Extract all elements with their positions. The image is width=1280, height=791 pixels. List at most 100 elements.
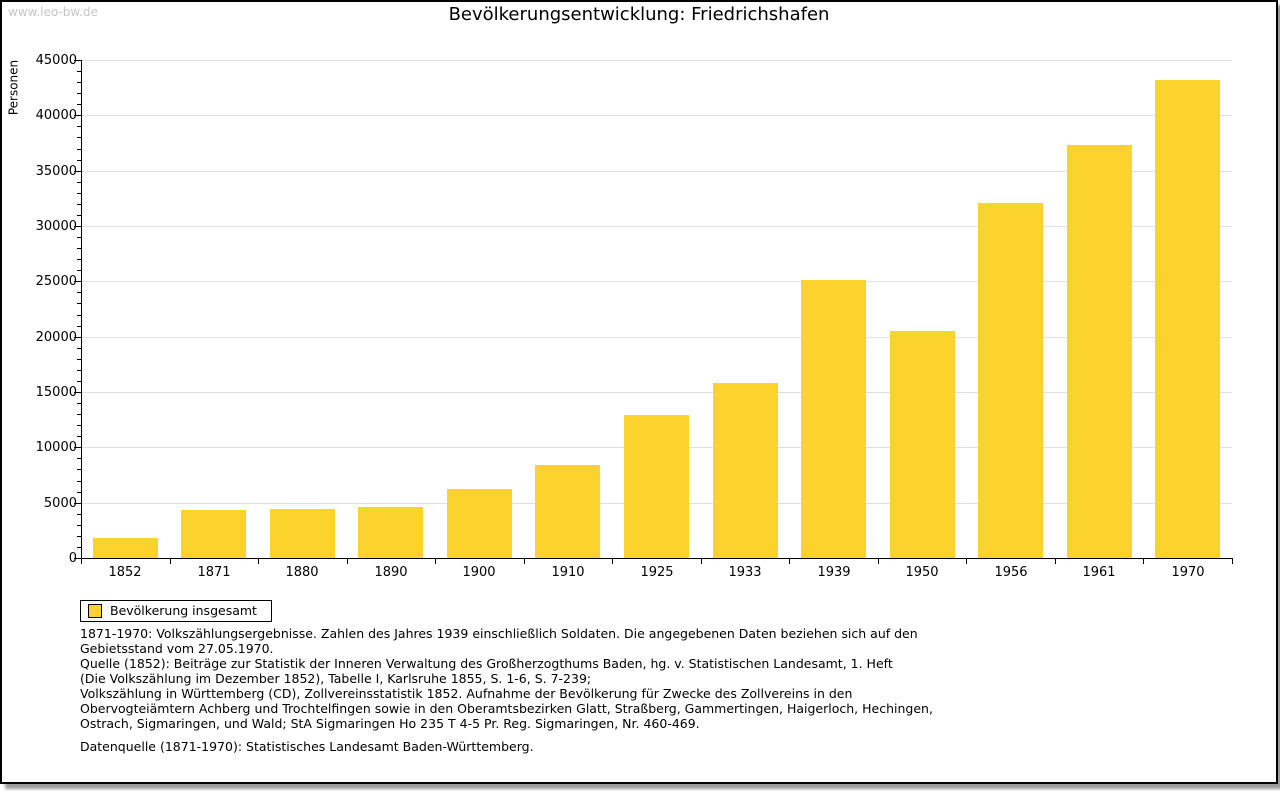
y-tick-label: 15000 <box>35 385 77 400</box>
x-boundary-tick <box>347 558 348 564</box>
y-tick-label: 0 <box>68 551 77 566</box>
y-minor-tick <box>77 348 81 349</box>
y-major-tick <box>74 558 81 559</box>
y-minor-tick <box>77 458 81 459</box>
bar-1852 <box>93 538 158 558</box>
x-tick-label: 1970 <box>1171 565 1205 580</box>
y-minor-tick <box>77 414 81 415</box>
bar-1925 <box>624 415 689 558</box>
legend-color-swatch <box>88 604 102 618</box>
y-minor-tick <box>77 525 81 526</box>
bar-1871 <box>181 510 246 558</box>
y-major-tick <box>74 171 81 172</box>
footnote-line: Obervogteiämtern Achberg und Trochtelfin… <box>80 701 933 716</box>
x-tick-label: 1852 <box>108 565 142 580</box>
y-axis-title: Personen <box>6 59 21 116</box>
bar-1939 <box>801 280 866 558</box>
footnote-line: 1871-1970: Volkszählungsergebnisse. Zahl… <box>80 626 918 641</box>
y-major-tick <box>74 392 81 393</box>
y-tick-label: 40000 <box>35 108 77 123</box>
gridline-40000 <box>81 115 1232 116</box>
y-minor-tick <box>77 469 81 470</box>
y-minor-tick <box>77 160 81 161</box>
y-minor-tick <box>77 370 81 371</box>
x-boundary-tick <box>258 558 259 564</box>
x-tick-label: 1950 <box>905 565 939 580</box>
bar-1910 <box>535 465 600 558</box>
x-tick-label: 1900 <box>462 565 496 580</box>
bar-1970 <box>1155 80 1220 558</box>
y-minor-tick <box>77 326 81 327</box>
y-minor-tick <box>77 547 81 548</box>
x-boundary-tick <box>701 558 702 564</box>
x-boundary-tick <box>1232 558 1233 564</box>
x-tick-label: 1880 <box>285 565 319 580</box>
y-minor-tick <box>77 315 81 316</box>
y-minor-tick <box>77 137 81 138</box>
y-minor-tick <box>77 248 81 249</box>
x-tick-label: 1890 <box>374 565 408 580</box>
y-minor-tick <box>77 93 81 94</box>
x-tick-label: 1933 <box>728 565 762 580</box>
x-boundary-tick <box>966 558 967 564</box>
y-minor-tick <box>77 381 81 382</box>
y-minor-tick <box>77 193 81 194</box>
bar-1880 <box>270 509 335 558</box>
footnotes: 1871-1970: Volkszählungsergebnisse. Zahl… <box>80 626 933 731</box>
y-minor-tick <box>77 104 81 105</box>
y-tick-label: 10000 <box>35 440 77 455</box>
footnote-line: Gebietsstand vom 27.05.1970. <box>80 641 274 656</box>
x-boundary-tick <box>1055 558 1056 564</box>
watermark: www.leo-bw.de <box>8 5 98 19</box>
y-minor-tick <box>77 514 81 515</box>
gridline-15000 <box>81 392 1232 393</box>
y-minor-tick <box>77 149 81 150</box>
x-tick-label: 1961 <box>1082 565 1116 580</box>
gridline-30000 <box>81 226 1232 227</box>
footnote-line: (Die Volkszählung im Dezember 1852), Tab… <box>80 671 592 686</box>
gridline-20000 <box>81 337 1232 338</box>
y-tick-label: 20000 <box>35 330 77 345</box>
gridline-35000 <box>81 171 1232 172</box>
x-tick-label: 1925 <box>640 565 674 580</box>
x-boundary-tick <box>435 558 436 564</box>
y-minor-tick <box>77 82 81 83</box>
y-major-tick <box>74 60 81 61</box>
x-boundary-tick <box>81 558 82 564</box>
y-minor-tick <box>77 215 81 216</box>
y-minor-tick <box>77 425 81 426</box>
x-boundary-tick <box>170 558 171 564</box>
x-tick-label: 1871 <box>197 565 231 580</box>
gridline-25000 <box>81 281 1232 282</box>
gridline-45000 <box>81 60 1232 61</box>
x-axis-line <box>81 558 1233 559</box>
x-tick-label: 1910 <box>551 565 585 580</box>
x-tick-label: 1956 <box>994 565 1028 580</box>
y-minor-tick <box>77 71 81 72</box>
footnote-line: Ostrach, Sigmaringen, und Wald; StA Sigm… <box>80 716 700 731</box>
bar-1950 <box>890 331 955 558</box>
y-tick-label: 5000 <box>43 496 77 511</box>
bar-1933 <box>713 383 778 558</box>
y-major-tick <box>74 226 81 227</box>
x-boundary-tick <box>789 558 790 564</box>
legend-label: Bevölkerung insgesamt <box>110 603 257 618</box>
y-major-tick <box>74 281 81 282</box>
y-major-tick <box>74 447 81 448</box>
y-axis-line <box>81 60 82 558</box>
y-major-tick <box>74 115 81 116</box>
y-minor-tick <box>77 481 81 482</box>
legend: Bevölkerung insgesamt <box>80 600 272 622</box>
x-boundary-tick <box>1143 558 1144 564</box>
x-boundary-tick <box>524 558 525 564</box>
y-minor-tick <box>77 536 81 537</box>
y-minor-tick <box>77 270 81 271</box>
bar-1890 <box>358 507 423 558</box>
y-minor-tick <box>77 436 81 437</box>
y-tick-label: 45000 <box>35 53 77 68</box>
y-minor-tick <box>77 204 81 205</box>
bar-1956 <box>978 203 1043 558</box>
datasource-note: Datenquelle (1871-1970): Statistisches L… <box>80 739 534 754</box>
bar-1961 <box>1067 145 1132 558</box>
